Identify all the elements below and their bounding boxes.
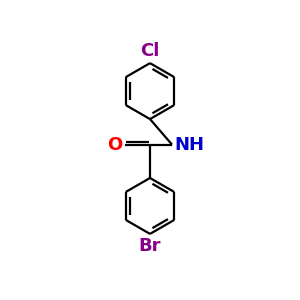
Text: O: O xyxy=(107,136,123,154)
Text: Br: Br xyxy=(139,237,161,255)
Text: Cl: Cl xyxy=(140,42,160,60)
Text: NH: NH xyxy=(174,136,204,154)
